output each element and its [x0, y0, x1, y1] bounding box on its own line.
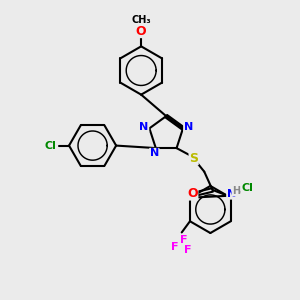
- Text: F: F: [180, 236, 187, 245]
- Text: O: O: [187, 187, 198, 200]
- Text: O: O: [136, 25, 146, 38]
- Text: N: N: [227, 189, 236, 199]
- Text: Cl: Cl: [45, 141, 57, 151]
- Text: CH₃: CH₃: [131, 15, 151, 25]
- Text: F: F: [172, 242, 179, 252]
- Text: N: N: [150, 148, 159, 158]
- Text: N: N: [184, 122, 193, 132]
- Text: Cl: Cl: [241, 183, 253, 193]
- Text: F: F: [184, 245, 191, 255]
- Text: N: N: [140, 122, 149, 132]
- Text: H: H: [232, 186, 240, 196]
- Text: S: S: [189, 152, 198, 165]
